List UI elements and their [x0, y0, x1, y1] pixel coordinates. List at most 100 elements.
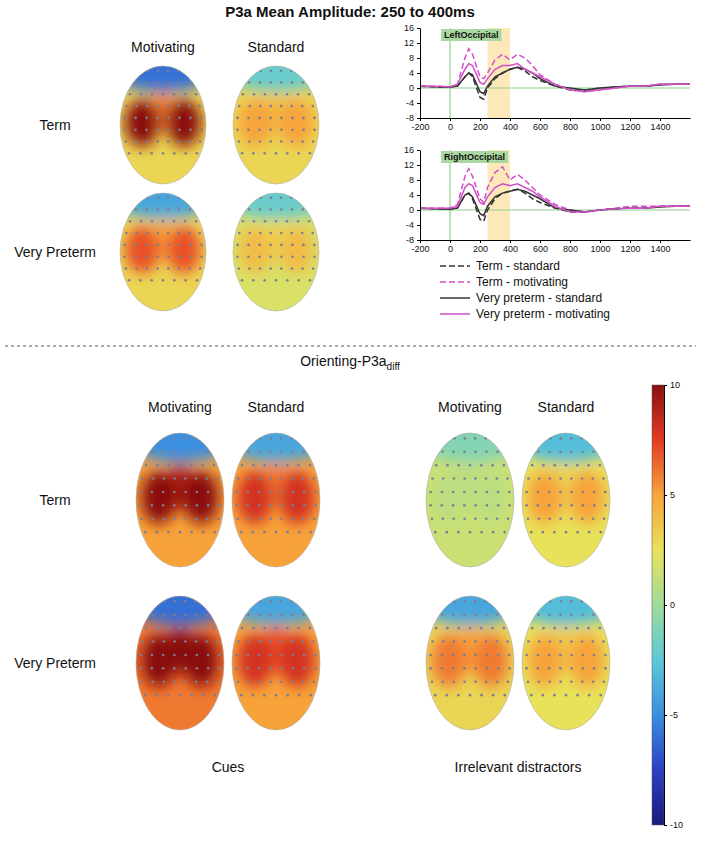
figure-title: P3a Mean Amplitude: 250 to 400ms — [225, 3, 475, 20]
head-right — [474, 471, 509, 525]
tick-mark — [660, 240, 661, 243]
head-blobs — [103, 162, 223, 273]
tick-mark — [570, 240, 571, 243]
legend: Term - standardTerm - motivatingVery pre… — [440, 259, 610, 321]
electrode — [286, 152, 289, 155]
tick: 600 — [533, 118, 548, 132]
electrode — [146, 232, 149, 235]
electrode — [492, 694, 495, 697]
head-right — [166, 226, 200, 273]
electrode — [474, 667, 477, 670]
electrode — [302, 208, 305, 211]
electrode — [592, 680, 595, 683]
electrode — [570, 600, 573, 603]
electrode — [263, 279, 266, 282]
electrode — [173, 450, 176, 453]
electrode — [152, 517, 155, 520]
separator — [5, 346, 696, 347]
tick-mark — [417, 43, 420, 44]
electrode — [218, 504, 221, 507]
electrode — [302, 517, 305, 520]
electrode — [157, 196, 160, 199]
head-right — [474, 634, 509, 688]
tick: -5 — [664, 710, 678, 720]
electrode — [167, 128, 170, 131]
column-label: Motivating — [438, 399, 502, 415]
electrode — [238, 267, 241, 270]
electrode — [173, 504, 176, 507]
electrode — [129, 220, 132, 223]
electrode — [206, 450, 209, 453]
head-left — [527, 471, 562, 525]
electrode — [507, 517, 510, 520]
electrode — [496, 680, 499, 683]
electrode — [184, 613, 187, 616]
electrode — [151, 491, 154, 494]
electrode — [497, 504, 500, 507]
electrode — [303, 491, 306, 494]
tick-label: -10 — [670, 820, 683, 830]
head-frontal — [214, 398, 337, 462]
tick-mark — [417, 28, 420, 29]
electrode — [162, 491, 165, 494]
electrode — [190, 627, 193, 630]
electrode — [242, 93, 245, 96]
electrode — [599, 627, 602, 630]
electrode — [286, 694, 289, 697]
electrode — [311, 232, 314, 235]
zero-line — [420, 209, 690, 210]
electrode — [135, 140, 138, 143]
electrode — [269, 232, 272, 235]
tick: -200 — [411, 240, 429, 254]
head-map — [214, 561, 337, 730]
electrode — [156, 255, 159, 258]
electrode — [195, 640, 198, 643]
electrode — [570, 437, 573, 440]
column-label: Standard — [248, 39, 305, 55]
electrode — [217, 680, 220, 683]
electrode — [290, 232, 293, 235]
column-label: Standard — [538, 399, 595, 415]
head-blobs — [216, 35, 336, 146]
tick-mark — [417, 195, 420, 196]
electrode — [431, 477, 434, 480]
electrode — [241, 152, 244, 155]
electrode — [195, 477, 198, 480]
electrode — [236, 128, 239, 131]
electrode — [302, 244, 305, 247]
electrode — [527, 640, 530, 643]
electrode — [156, 627, 159, 630]
electrode — [177, 105, 180, 108]
electrode — [452, 517, 455, 520]
electrodes — [429, 437, 511, 533]
electrode — [125, 267, 128, 270]
electrode — [542, 694, 545, 697]
electrode — [591, 640, 594, 643]
electrode — [297, 279, 300, 282]
tick: 0 — [409, 83, 420, 93]
electrode — [217, 517, 220, 520]
electrode — [152, 640, 155, 643]
electrode — [177, 232, 180, 235]
head-surface — [118, 398, 241, 567]
tick-mark — [417, 118, 420, 119]
electrode — [201, 627, 204, 630]
tick-label: 0 — [409, 205, 414, 215]
electrode — [442, 680, 445, 683]
electrode — [174, 437, 177, 440]
electrode — [527, 477, 530, 480]
electrode — [280, 140, 283, 143]
electrode — [312, 477, 315, 480]
head-right — [279, 226, 313, 273]
electrode — [146, 81, 149, 84]
electrode — [207, 504, 210, 507]
electrode — [205, 477, 208, 480]
electrode — [174, 600, 177, 603]
electrode — [298, 694, 301, 697]
electrode — [286, 627, 289, 630]
electrode — [314, 667, 317, 670]
electrode — [581, 450, 584, 453]
head-outline — [120, 66, 206, 184]
electrode — [576, 464, 579, 467]
tick: -10 — [664, 820, 683, 830]
